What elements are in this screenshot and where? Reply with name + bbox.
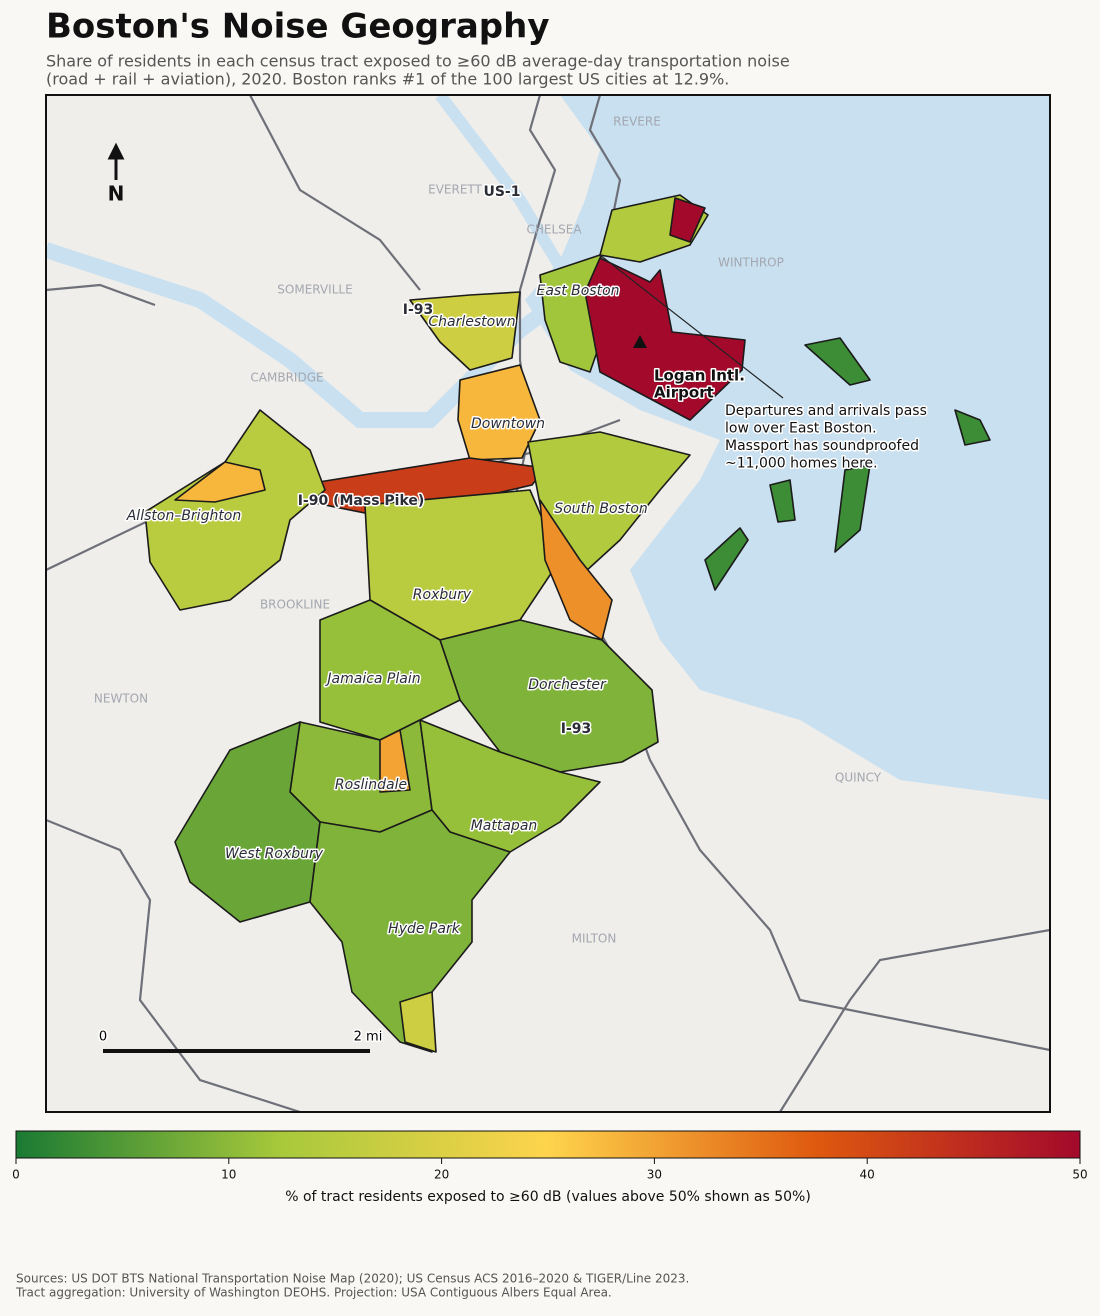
place-label: MILTON	[572, 932, 617, 946]
tract	[769, 479, 796, 523]
subtitle: Share of residents in each census tract …	[46, 52, 790, 71]
tract	[457, 364, 541, 461]
map	[46, 95, 1050, 1112]
neighborhood-label: Mattapan	[471, 818, 538, 834]
place-label: REVERE	[613, 115, 661, 129]
airport-label: Logan Intl.	[654, 367, 745, 385]
place-label: NEWTON	[94, 692, 148, 706]
road-label: I-90 (Mass Pike)	[298, 493, 425, 509]
annotation: ~11,000 homes here.	[725, 456, 878, 472]
road-label: I-93	[561, 721, 592, 737]
tract	[669, 197, 706, 243]
colorbar-tick-label: 0	[12, 1168, 20, 1182]
place-label: WINTHROP	[718, 256, 784, 270]
tract	[584, 257, 746, 421]
title: Boston's Noise Geography	[46, 7, 550, 47]
neighborhood-label: Roxbury	[413, 587, 472, 603]
place-label: EVERETT	[428, 183, 482, 197]
colorbar-tick-label: 40	[860, 1168, 875, 1182]
tract	[309, 809, 511, 1053]
colorbar-tick-label: 10	[221, 1168, 236, 1182]
tract	[174, 461, 266, 503]
annotation: low over East Boston.	[725, 421, 877, 437]
neighborhood-label: Jamaica Plain	[324, 671, 420, 687]
annotation: Massport has soundproofed	[725, 438, 919, 454]
colorbar-tick-label: 20	[434, 1168, 449, 1182]
north-arrow	[107, 142, 125, 180]
tract	[399, 991, 437, 1053]
neighborhood-label: Roslindale	[335, 777, 407, 793]
north-label: N	[108, 182, 125, 206]
tract	[704, 527, 749, 591]
harbor-water	[525, 95, 1050, 800]
river	[435, 95, 586, 304]
airport-label: Airport	[654, 384, 714, 402]
source-note: Tract aggregation: University of Washing…	[15, 1286, 612, 1300]
colorbar-tick-label: 30	[647, 1168, 662, 1182]
tract	[379, 729, 411, 793]
subtitle: (road + rail + aviation), 2020. Boston r…	[46, 70, 729, 89]
place-label: QUINCY	[835, 771, 882, 785]
neighborhood-label: South Boston	[554, 501, 648, 517]
neighborhood-label: Charlestown	[428, 314, 515, 330]
neighborhood-label: East Boston	[536, 283, 619, 299]
annotation-arrow	[599, 254, 784, 399]
airport-marker	[633, 335, 647, 348]
tract	[439, 619, 659, 773]
place-label: CHELSEA	[526, 223, 582, 237]
neighborhood-label: Dorchester	[528, 677, 607, 693]
place-label: SOMERVILLE	[277, 283, 352, 297]
scale-label: 2 mi	[354, 1030, 383, 1045]
neighborhood-label: Downtown	[471, 416, 545, 432]
place-label: BROOKLINE	[260, 598, 330, 612]
scale-label: 0	[99, 1030, 107, 1045]
road-label: I-93	[403, 302, 434, 318]
source-note: Sources: US DOT BTS National Transportat…	[16, 1272, 689, 1286]
map-frame	[45, 94, 1051, 1113]
tract	[409, 291, 521, 371]
road-label: US-1	[483, 184, 520, 200]
tract	[804, 337, 871, 386]
tract	[834, 464, 871, 553]
colorbar-tick-label: 50	[1072, 1168, 1087, 1182]
place-label: CAMBRIDGE	[250, 371, 323, 385]
colorbar-label: % of tract residents exposed to ≥60 dB (…	[285, 1189, 811, 1205]
tract	[954, 409, 991, 446]
annotation: Departures and arrivals pass	[725, 403, 927, 419]
colorbar	[15, 1130, 1081, 1159]
neighborhood-label: Hyde Park	[388, 921, 461, 937]
tract	[144, 409, 326, 611]
neighborhood-label: West Roxbury	[225, 846, 324, 862]
neighborhood-label: Allston–Brighton	[126, 508, 242, 524]
tract	[319, 599, 461, 741]
